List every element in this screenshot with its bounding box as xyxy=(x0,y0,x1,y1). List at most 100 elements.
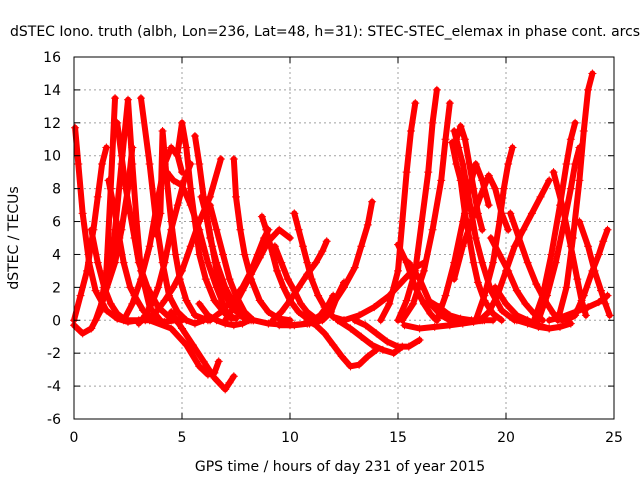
data-point xyxy=(329,312,338,321)
data-point xyxy=(562,283,571,292)
data-point xyxy=(195,250,204,259)
data-point xyxy=(113,118,122,127)
plot-frame xyxy=(73,56,615,420)
series-arc-39 xyxy=(398,99,454,325)
data-point xyxy=(363,220,372,229)
data-point xyxy=(575,176,584,185)
data-point xyxy=(480,291,489,300)
y-tick-label: 16 xyxy=(43,50,61,66)
series-line xyxy=(308,198,376,324)
data-point xyxy=(456,314,465,323)
y-tick-label: 12 xyxy=(43,116,61,132)
data-point xyxy=(575,217,584,226)
data-point xyxy=(154,283,163,292)
data-point xyxy=(584,85,593,94)
data-point xyxy=(195,299,204,308)
series-arc-57 xyxy=(553,69,597,325)
data-point xyxy=(484,171,493,180)
data-point xyxy=(404,342,413,351)
data-point xyxy=(340,316,348,325)
data-point xyxy=(454,143,463,152)
data-point xyxy=(499,184,508,193)
data-point xyxy=(240,250,249,259)
data-point xyxy=(594,298,603,307)
data-point xyxy=(111,94,120,103)
data-point xyxy=(93,192,102,201)
data-point xyxy=(190,311,199,320)
data-point xyxy=(178,181,186,190)
data-point xyxy=(476,192,485,201)
data-point xyxy=(279,283,288,292)
data-point xyxy=(363,352,372,361)
data-point xyxy=(102,306,111,315)
data-point xyxy=(534,316,543,325)
data-point xyxy=(171,250,180,259)
data-point xyxy=(491,184,500,193)
series-arc-46 xyxy=(432,159,493,325)
data-point xyxy=(124,95,132,104)
data-point xyxy=(167,308,176,317)
data-point xyxy=(417,217,426,226)
data-point xyxy=(145,159,154,168)
data-point xyxy=(158,127,167,136)
data-point xyxy=(169,176,178,185)
data-point xyxy=(130,234,139,242)
data-point xyxy=(406,127,415,136)
data-point xyxy=(124,316,132,325)
data-point xyxy=(506,209,515,218)
data-point xyxy=(186,201,195,210)
data-point xyxy=(147,299,156,308)
data-point xyxy=(460,135,469,144)
data-point xyxy=(197,192,206,201)
data-point xyxy=(532,280,541,289)
data-point xyxy=(426,309,435,318)
data-point xyxy=(270,242,279,251)
data-point xyxy=(536,192,545,201)
data-point xyxy=(545,176,554,185)
data-point xyxy=(195,225,204,234)
series-arc-60 xyxy=(575,217,614,320)
data-point xyxy=(167,324,176,333)
data-point xyxy=(303,270,312,279)
data-point xyxy=(320,329,329,338)
data-point xyxy=(473,278,482,287)
data-point xyxy=(605,311,614,320)
data-point xyxy=(594,250,603,259)
data-point xyxy=(415,324,424,333)
x-tick-label: 15 xyxy=(389,430,407,446)
data-point xyxy=(229,372,238,381)
data-point xyxy=(346,324,355,333)
data-point xyxy=(523,319,532,328)
data-point xyxy=(277,308,286,317)
data-point xyxy=(329,340,338,349)
y-tick-label: -4 xyxy=(47,379,61,395)
x-tick-label: 5 xyxy=(178,430,187,446)
data-point xyxy=(508,143,517,152)
data-point xyxy=(188,340,197,349)
data-point xyxy=(415,336,424,345)
data-point xyxy=(186,242,195,251)
data-point xyxy=(486,234,495,242)
data-point xyxy=(445,311,454,320)
data-point xyxy=(275,225,284,234)
y-tick-label: 2 xyxy=(52,280,61,296)
series-line xyxy=(174,119,239,322)
data-point xyxy=(273,266,282,275)
data-point xyxy=(74,159,83,168)
data-point xyxy=(240,308,249,317)
data-point xyxy=(156,209,165,218)
data-point xyxy=(497,306,506,315)
data-point xyxy=(545,324,554,333)
data-point xyxy=(491,283,500,292)
data-point xyxy=(411,99,420,108)
data-point xyxy=(432,85,441,94)
series-arc-32 xyxy=(307,197,377,325)
data-point xyxy=(419,266,428,275)
data-point xyxy=(145,242,154,251)
data-point xyxy=(290,209,299,218)
series-arc-13 xyxy=(152,127,212,325)
x-axis-label: GPS time / hours of day 231 of year 2015 xyxy=(195,459,485,475)
data-point xyxy=(478,258,487,267)
axis-ticks: 0 5 10 15 20 25 -6 -4 -2 0 2 4 6 8 10 12 14 16 xyxy=(43,50,623,446)
data-point xyxy=(199,357,208,366)
